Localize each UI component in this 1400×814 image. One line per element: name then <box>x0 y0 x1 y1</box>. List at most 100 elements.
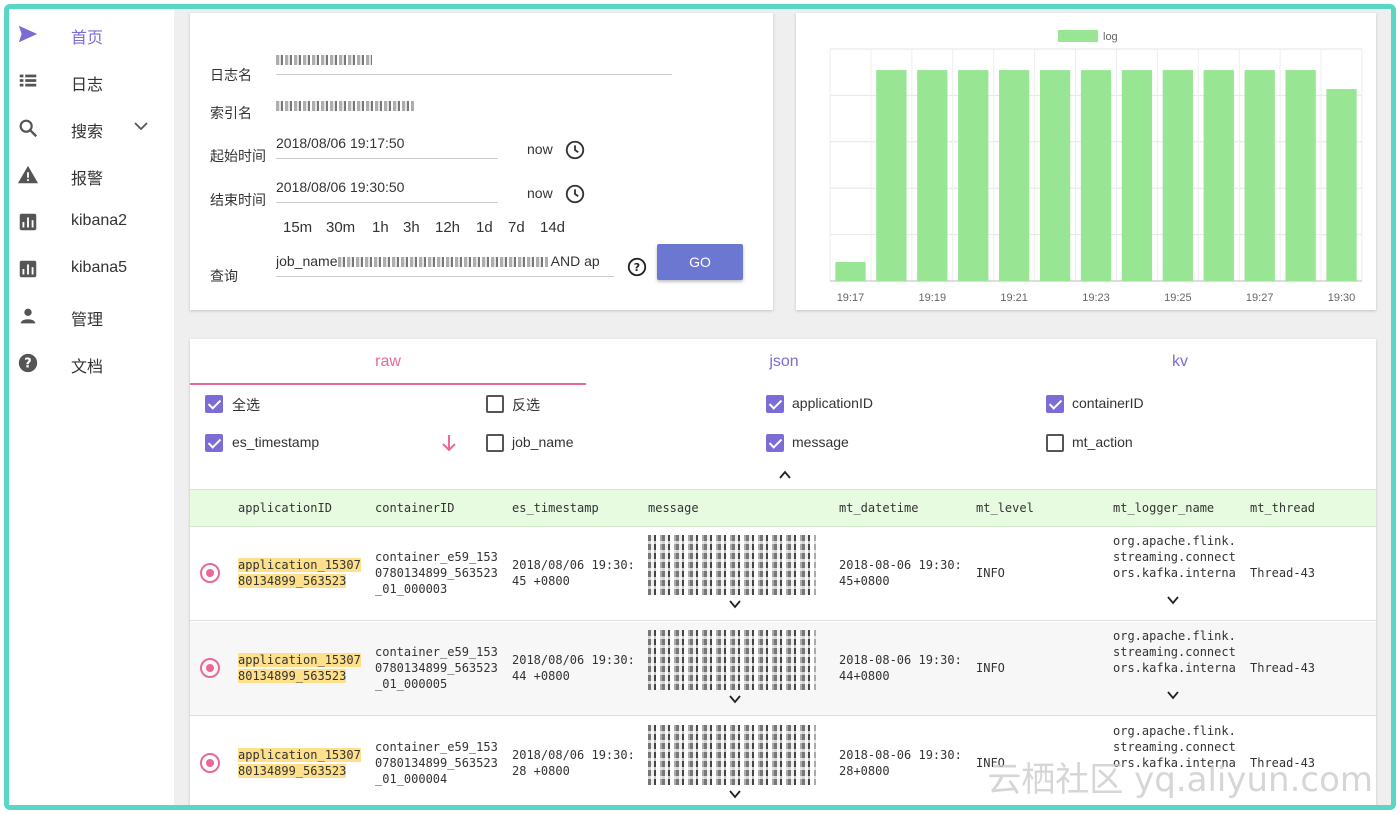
column-header[interactable]: containerID <box>375 501 455 515</box>
table-row[interactable]: application_15307 80134899_563523 contain… <box>190 527 1376 621</box>
record-icon[interactable] <box>200 658 220 678</box>
chevron-down-icon[interactable] <box>1166 688 1180 702</box>
record-icon[interactable] <box>200 563 220 583</box>
logger-name-line: ors.kafka.interna <box>1113 566 1236 580</box>
sort-down-arrow-icon[interactable] <box>440 433 458 453</box>
help-icon[interactable]: ? <box>626 256 648 278</box>
quick-range-15m[interactable]: 15m <box>283 219 313 236</box>
quick-range-12h[interactable]: 12h <box>435 219 461 236</box>
container-id-line: 0780134899_563523 <box>375 661 498 675</box>
start-time-value: 2018/08/06 19:17:50 <box>276 135 405 151</box>
query-suffix: AND ap <box>547 253 600 269</box>
clock-icon[interactable] <box>564 139 586 161</box>
message-checkbox[interactable] <box>766 434 784 452</box>
help-icon: ? <box>18 353 38 373</box>
es-timestamp-line: 44 +0800 <box>512 669 570 683</box>
sidebar-item-admin[interactable]: 管理 <box>9 297 174 333</box>
redacted-text <box>276 55 372 66</box>
chevron-down-icon[interactable] <box>728 597 742 611</box>
mt-datetime-line: 28+0800 <box>839 764 890 778</box>
end-time-input[interactable]: 2018/08/06 19:30:50 <box>276 175 498 203</box>
sidebar-item-alerts[interactable]: 报警 <box>9 156 174 192</box>
column-header[interactable]: applicationID <box>238 501 332 515</box>
index-name-input[interactable] <box>276 93 672 121</box>
x-tick-label: 19:21 <box>1000 292 1028 304</box>
quick-range-30m[interactable]: 30m <box>326 219 356 236</box>
index-name-label: 索引名 <box>210 105 252 121</box>
quick-range-14d[interactable]: 14d <box>540 219 566 236</box>
tab-kv[interactable]: kv <box>1172 353 1188 370</box>
column-header[interactable]: mt_thread <box>1250 501 1316 515</box>
table-row[interactable]: application_15307 80134899_563523 contain… <box>190 622 1376 716</box>
log-name-input[interactable] <box>276 47 672 75</box>
container-id-line: 0780134899_563523 <box>375 566 498 580</box>
sidebar-item-home[interactable]: 首页 <box>9 15 174 51</box>
es-timestamp-checkbox[interactable] <box>205 434 223 452</box>
select-all-checkbox[interactable] <box>205 395 223 413</box>
column-header[interactable]: mt_datetime <box>839 501 919 515</box>
start-now-label[interactable]: now <box>527 141 553 157</box>
chart-icon <box>19 260 37 278</box>
application-id-line: 80134899_563523 <box>238 669 347 683</box>
clock-icon[interactable] <box>564 183 586 205</box>
app-window: 首页 日志 搜索 报警 kibana2 kibana5 管理 ? <box>4 4 1396 810</box>
record-icon[interactable] <box>200 753 220 773</box>
x-tick-label: 19:19 <box>919 292 947 304</box>
tab-raw[interactable]: raw <box>375 353 401 370</box>
quick-range-1h[interactable]: 1h <box>372 219 389 236</box>
sidebar-item-kibana5[interactable]: kibana5 <box>9 250 174 286</box>
search-icon <box>19 119 38 138</box>
redacted-message <box>648 535 816 595</box>
column-header[interactable]: es_timestamp <box>512 501 599 515</box>
application-id-line: 80134899_563523 <box>238 574 347 588</box>
logger-name-line: ors.kafka.interna <box>1113 661 1236 675</box>
histogram-panel: log 19:17 19:19 19:21 19:23 19:25 19:27 19:30 <box>796 13 1376 310</box>
results-panel: raw json kv 全选 反选 applicationID containe… <box>190 339 1376 805</box>
end-now-label[interactable]: now <box>527 185 553 201</box>
chevron-down-icon[interactable] <box>133 118 149 134</box>
column-header[interactable]: message <box>648 501 699 515</box>
mt-action-checkbox[interactable] <box>1046 434 1064 452</box>
chevron-up-icon[interactable] <box>778 469 792 481</box>
applicationid-checkbox[interactable] <box>766 395 784 413</box>
application-id-line: application_15307 <box>238 653 361 667</box>
quick-range-3h[interactable]: 3h <box>403 219 420 236</box>
container-id-line: _01_000004 <box>375 772 448 786</box>
start-time-input[interactable]: 2018/08/06 19:17:50 <box>276 131 498 159</box>
select-all-label: 全选 <box>232 397 260 413</box>
quick-range-7d[interactable]: 7d <box>508 219 525 236</box>
bar <box>1121 70 1153 281</box>
x-tick-label: 19:17 <box>837 292 865 304</box>
chevron-down-icon[interactable] <box>728 787 742 801</box>
query-label: 查询 <box>210 268 238 284</box>
redacted-text <box>276 101 414 112</box>
applicationid-label: applicationID <box>792 395 873 411</box>
sidebar-item-kibana2[interactable]: kibana2 <box>9 203 174 239</box>
legend-swatch <box>1058 30 1098 42</box>
sidebar-item-docs[interactable]: ? 文档 <box>9 344 174 380</box>
query-input[interactable]: job_name AND ap <box>276 249 614 277</box>
container-id-line: container_e59_153 <box>375 550 498 564</box>
go-button[interactable]: GO <box>657 244 743 280</box>
column-header[interactable]: mt_level <box>976 501 1034 515</box>
sidebar-item-logs[interactable]: 日志 <box>9 62 174 98</box>
mt-datetime-line: 2018-08-06 19:30: <box>839 748 962 762</box>
message-label: message <box>792 434 849 450</box>
invert-selection-checkbox[interactable] <box>486 395 504 413</box>
send-icon <box>18 25 38 43</box>
bar <box>876 70 907 281</box>
chevron-down-icon[interactable] <box>728 692 742 706</box>
tab-json[interactable]: json <box>769 353 799 370</box>
column-header[interactable]: mt_logger_name <box>1113 501 1215 515</box>
sidebar-item-search[interactable]: 搜索 <box>9 109 174 145</box>
containerid-checkbox[interactable] <box>1046 395 1064 413</box>
chevron-down-icon[interactable] <box>1166 593 1180 607</box>
quick-range-1d[interactable]: 1d <box>476 219 493 236</box>
x-tick-label: 19:30 <box>1328 292 1356 304</box>
table-row[interactable]: application_15307 80134899_563523 contain… <box>190 717 1376 805</box>
container-id-line: _01_000003 <box>375 582 448 596</box>
es-timestamp-label: es_timestamp <box>232 434 320 450</box>
job-name-checkbox[interactable] <box>486 434 504 452</box>
mt-level-value: INFO <box>976 566 1005 580</box>
sidebar-item-label: kibana2 <box>71 212 128 229</box>
